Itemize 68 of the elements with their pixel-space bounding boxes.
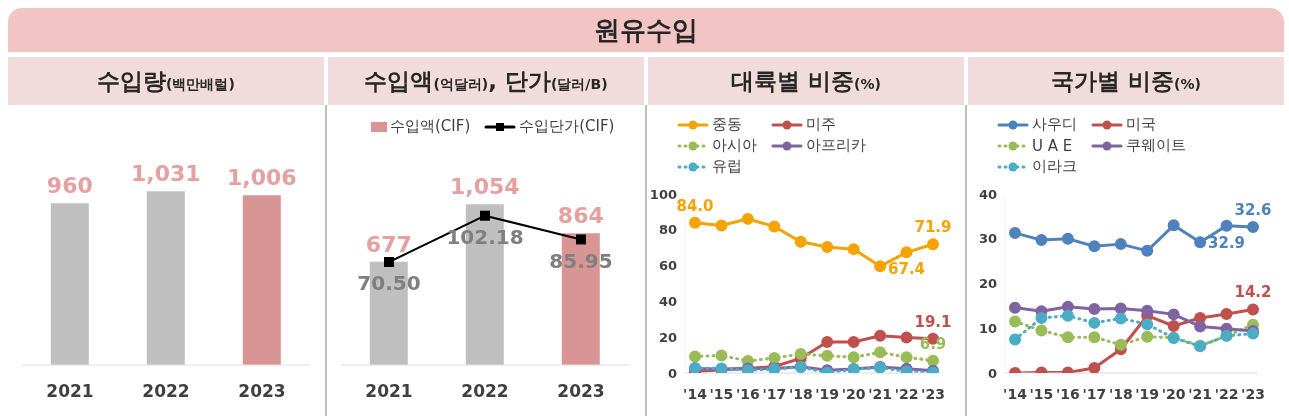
- x-tick-label: '20: [841, 385, 866, 402]
- legend-label: 미주: [806, 115, 836, 134]
- x-tick-label: '19: [815, 385, 840, 402]
- chart-title: 수입량(백만배럴): [97, 67, 235, 94]
- x-tick-label: 2021: [365, 381, 413, 402]
- x-tick-label: '20: [1161, 385, 1186, 402]
- legend-label: 아시아: [712, 136, 757, 155]
- legend-label: U A E: [1032, 136, 1073, 155]
- chart-title: 대륙별 비중(%): [731, 67, 881, 94]
- chart-title: 국가별 비중(%): [1051, 67, 1201, 94]
- y-tick-label: 60: [658, 258, 677, 274]
- x-tick-label: '17: [762, 385, 787, 402]
- x-tick-label: 2021: [46, 381, 94, 402]
- x-tick-label: '14: [683, 385, 708, 402]
- x-tick-label: '19: [1135, 385, 1160, 402]
- text: 원유수입: [8, 8, 1284, 52]
- data-label: 6.9: [919, 334, 947, 353]
- legend-label: 중동: [712, 115, 742, 134]
- y-tick-label: 100: [649, 186, 677, 202]
- legend-label: 유럽: [712, 157, 742, 176]
- y-tick-label: 20: [978, 276, 997, 292]
- data-label: 1,031: [131, 161, 201, 187]
- x-tick-label: 2023: [238, 381, 286, 402]
- data-label: 32.9: [1208, 233, 1246, 252]
- data-label: 32.6: [1234, 201, 1272, 220]
- x-tick-label: '22: [1214, 385, 1239, 402]
- y-tick-label: 0: [987, 365, 997, 381]
- x-tick-label: '21: [868, 385, 892, 402]
- x-tick-label: '14: [1003, 385, 1028, 402]
- data-label: 19.1: [914, 312, 952, 331]
- data-label: 1,054: [450, 174, 520, 200]
- x-tick-label: '23: [921, 385, 945, 402]
- legend-label: 수입액(CIF): [390, 117, 471, 136]
- y-tick-label: 10: [978, 320, 997, 336]
- y-tick-label: 0: [667, 365, 677, 381]
- data-label: 864: [557, 203, 604, 229]
- x-tick-label: 2023: [557, 381, 605, 402]
- x-tick-label: '17: [1082, 385, 1107, 402]
- x-tick-label: '16: [1056, 385, 1080, 402]
- y-tick-label: 40: [658, 294, 677, 310]
- data-label: 960: [46, 173, 93, 199]
- data-label: 84.0: [676, 196, 714, 215]
- x-tick-label: '22: [894, 385, 919, 402]
- x-tick-label: '15: [1029, 385, 1054, 402]
- legend-label: 아프리카: [806, 136, 866, 155]
- data-label: 14.2: [1234, 283, 1272, 302]
- x-tick-label: '23: [1241, 385, 1265, 402]
- chart-title: 수입액(억달러), 단가(달러/B): [364, 67, 608, 94]
- x-tick-label: '18: [1108, 385, 1133, 402]
- y-tick-label: 80: [658, 222, 677, 238]
- x-tick-label: '15: [709, 385, 734, 402]
- y-tick-label: 40: [978, 186, 997, 202]
- legend-label: 사우디: [1032, 115, 1077, 134]
- legend-label: 수입단가(CIF): [519, 117, 615, 136]
- data-label: 1,006: [227, 165, 297, 191]
- data-label: 67.4: [888, 260, 926, 279]
- y-tick-label: 30: [978, 231, 997, 247]
- x-tick-label: '21: [1188, 385, 1212, 402]
- x-tick-label: 2022: [461, 381, 509, 402]
- x-tick-label: 2022: [142, 381, 190, 402]
- data-label: 71.9: [914, 218, 952, 237]
- x-tick-label: '16: [736, 385, 760, 402]
- x-tick-label: '18: [788, 385, 813, 402]
- legend-label: 미국: [1126, 115, 1156, 134]
- data-label: 677: [365, 231, 412, 257]
- legend-label: 이라크: [1032, 157, 1077, 176]
- legend-label: 쿠웨이트: [1126, 136, 1186, 155]
- y-tick-label: 20: [658, 329, 677, 345]
